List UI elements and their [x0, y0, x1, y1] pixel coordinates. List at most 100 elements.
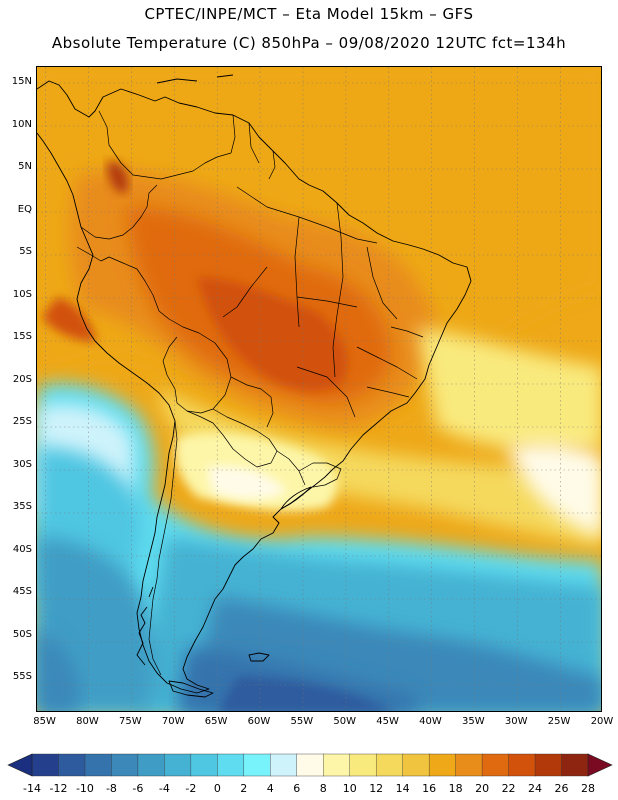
coastlines — [37, 74, 472, 698]
chile-archipelago — [136, 586, 154, 666]
latitude-label: 15S — [12, 331, 32, 342]
colorbar-swatch — [323, 753, 351, 777]
longitude-label: 40W — [419, 716, 442, 727]
longitude-label: 85W — [33, 716, 56, 727]
longitude-label: 45W — [376, 716, 399, 727]
colorbar-swatch — [31, 753, 60, 777]
venezuela-south-border — [146, 152, 232, 180]
caribbean-islands — [156, 74, 234, 84]
latitude-label: 10N — [11, 118, 32, 130]
colorbar-tick-label: 18 — [448, 782, 463, 795]
peru-brazil-border — [122, 262, 184, 328]
colorbar-tick-label: 8 — [319, 782, 327, 795]
longitude-label: 75W — [119, 716, 142, 727]
longitude-label: 30W — [504, 716, 528, 727]
rio-de-la-plata — [280, 486, 312, 510]
colombia-south-border — [80, 184, 158, 240]
longitude-label: 55W — [290, 716, 314, 727]
brazil-bolivia-east — [230, 376, 274, 428]
colorbar-swatch — [296, 753, 324, 777]
longitude-label: 20W — [590, 716, 614, 727]
colorbar — [7, 753, 613, 777]
colorbar-swatch — [137, 753, 166, 777]
latitude-label: 30S — [12, 458, 32, 470]
latitude-label: 40S — [12, 543, 32, 555]
colorbar-swatch — [561, 753, 589, 777]
argentina-chile-border — [148, 420, 178, 676]
latitude-label: 5S — [19, 246, 32, 257]
colorbar-tick-label: -10 — [75, 782, 94, 795]
latitude-label: 15N — [11, 76, 32, 87]
latitude-label: 5N — [18, 161, 32, 172]
longitude-label: 25W — [547, 716, 571, 727]
colorbar-swatch — [428, 753, 457, 777]
colorbar-swatch — [455, 753, 483, 777]
ecuador-peru-border — [76, 246, 124, 264]
colorbar-swatch — [349, 753, 377, 777]
colorbar-swatch — [111, 753, 139, 777]
bolivia-border — [162, 326, 232, 414]
temperature-field — [37, 67, 601, 711]
colorbar-swatch — [58, 753, 86, 777]
tierra-del-fuego — [168, 680, 214, 698]
colorbar-swatch — [190, 753, 219, 777]
latitude-label: 45S — [12, 586, 32, 597]
latitude-label: 35S — [12, 501, 32, 512]
colorbar-tick-label: -12 — [49, 782, 68, 795]
longitude-label: 70W — [161, 716, 185, 727]
colorbar-tick-label: -14 — [23, 782, 41, 795]
colorbar-tick-label: 2 — [240, 782, 248, 795]
colorbar-tick-label: 4 — [266, 782, 274, 795]
latitude-label: EQ — [17, 203, 32, 215]
latitude-label: 55S — [12, 671, 32, 682]
longitude-label: 60W — [247, 716, 271, 727]
colorbar-swatch — [164, 753, 192, 777]
colorbar-tick-label: 22 — [501, 782, 516, 795]
falklands — [248, 652, 270, 662]
colorbar-under-triangle — [7, 753, 33, 777]
colorbar-tick-label: 12 — [369, 782, 384, 795]
latitude-label: 20S — [12, 373, 32, 385]
colorbar-tick-label: 14 — [395, 782, 410, 795]
longitude-label: 50W — [333, 716, 357, 727]
colorbar-swatch — [270, 753, 298, 777]
colorbar-tick-label: 20 — [475, 782, 490, 795]
colorbar-tick-label: 16 — [422, 782, 437, 795]
colorbar-tick-label: -4 — [158, 782, 170, 795]
colorbar-tick-label: 26 — [554, 782, 569, 795]
temperature-map — [37, 67, 601, 711]
colorbar-tick-label: -8 — [105, 782, 117, 795]
colorbar-swatch — [508, 753, 536, 777]
colorbar-swatch — [217, 753, 245, 777]
brazil-states — [222, 186, 424, 418]
country-borders — [76, 110, 424, 676]
colorbar-swatch — [534, 753, 563, 777]
map-title: CPTEC/INPE/MCT – Eta Model 15km – GFS — [144, 5, 474, 23]
map-subtitle: Absolute Temperature (C) 850hPa – 09/08/… — [51, 34, 567, 52]
colorbar-tick-label: 28 — [581, 782, 595, 795]
map-frame — [36, 66, 602, 712]
colorbar-swatch — [243, 753, 271, 777]
latitude-label: 10S — [12, 288, 32, 300]
longitude-label: 65W — [204, 716, 228, 727]
south-america-coastline — [37, 80, 472, 694]
argentina-north-border — [186, 410, 306, 486]
colorbar-tick-label: -2 — [185, 782, 197, 795]
colorbar-tick-label: -6 — [132, 782, 144, 795]
uruguay-border — [298, 462, 342, 488]
colorbar-tick-label: 0 — [213, 782, 221, 795]
latitude-label: 50S — [12, 628, 32, 640]
longitude-label: 35W — [462, 716, 485, 727]
guyana-borders — [230, 114, 276, 180]
colorbar-swatches — [31, 753, 589, 777]
colorbar-tick-label: 24 — [528, 782, 543, 795]
latitude-label: 25S — [12, 416, 32, 427]
colorbar-tick-label: 10 — [342, 782, 357, 795]
colorbar-over-triangle — [587, 753, 613, 777]
colorbar-swatch — [481, 753, 510, 777]
venezuela-colombia-border — [98, 110, 148, 178]
longitude-label: 80W — [76, 716, 99, 727]
colorbar-swatch — [402, 753, 430, 777]
colorbar-tick-label: 6 — [293, 782, 301, 795]
colorbar-swatch — [375, 753, 404, 777]
